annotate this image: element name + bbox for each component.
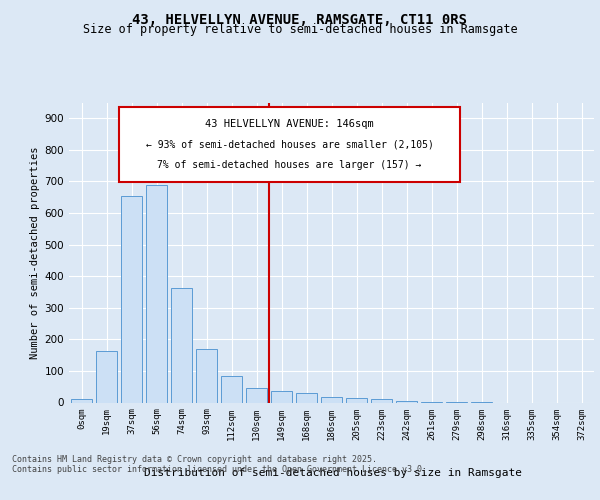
Text: Distribution of semi-detached houses by size in Ramsgate: Distribution of semi-detached houses by … [144,468,522,477]
Bar [346,398,367,402]
Text: ← 93% of semi-detached houses are smaller (2,105): ← 93% of semi-detached houses are smalle… [146,140,433,149]
Text: Contains public sector information licensed under the Open Government Licence v3: Contains public sector information licen… [12,466,427,474]
Bar [146,184,167,402]
FancyBboxPatch shape [119,107,460,182]
Text: 7% of semi-detached houses are larger (157) →: 7% of semi-detached houses are larger (1… [157,160,422,170]
Bar [196,349,217,403]
Bar [396,401,417,402]
Bar [121,196,142,402]
Text: 43 HELVELLYN AVENUE: 146sqm: 43 HELVELLYN AVENUE: 146sqm [205,120,374,130]
Bar [221,376,242,402]
Bar [171,288,192,403]
Bar [271,390,292,402]
Text: Contains HM Land Registry data © Crown copyright and database right 2025.: Contains HM Land Registry data © Crown c… [12,456,377,464]
Text: 43, HELVELLYN AVENUE, RAMSGATE, CT11 0RS: 43, HELVELLYN AVENUE, RAMSGATE, CT11 0RS [133,12,467,26]
Bar [246,388,267,402]
Bar [371,400,392,402]
Bar [96,351,117,403]
Bar [296,393,317,402]
Bar [321,397,342,402]
Y-axis label: Number of semi-detached properties: Number of semi-detached properties [31,146,40,359]
Bar [71,400,92,402]
Text: Size of property relative to semi-detached houses in Ramsgate: Size of property relative to semi-detach… [83,22,517,36]
